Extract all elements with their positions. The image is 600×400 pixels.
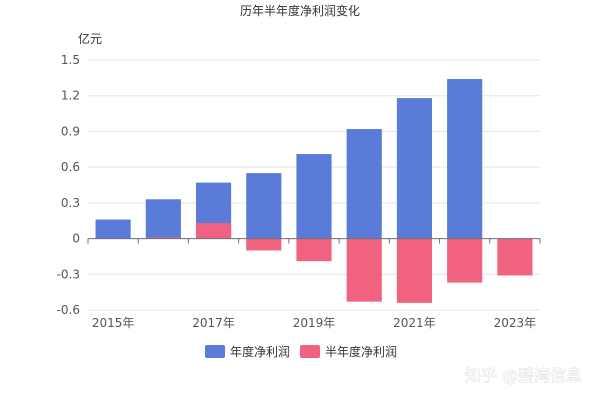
chart-title: 历年半年度净利润变化 — [240, 3, 360, 18]
half-year-profit-bar-2021年 — [396, 238, 433, 303]
annual-profit-bar-2018年 — [246, 173, 282, 239]
legend-swatch — [205, 345, 225, 358]
y-tick-label: 0 — [72, 232, 80, 246]
annual-profit-bar-2015年 — [95, 219, 131, 239]
annual-profit-bar-2022年 — [447, 79, 483, 239]
y-tick-label: -0.6 — [57, 303, 80, 317]
half-year-profit-bar-2017年 — [195, 223, 232, 239]
annual-profit-bar-2021年 — [396, 98, 433, 239]
annual-profit-bar-2020年 — [346, 129, 382, 239]
y-tick-label: 0.9 — [61, 124, 80, 138]
x-tick-label: 2015年 — [92, 316, 135, 330]
legend-item-half-year[interactable]: 半年度净利润 — [300, 344, 397, 359]
half-year-profit-bar-2016年 — [145, 237, 181, 239]
annual-profit-bar-2019年 — [296, 154, 332, 239]
x-tick-label: 2021年 — [393, 316, 436, 330]
x-tick-label: 2019年 — [293, 316, 336, 330]
y-tick-label: -0.3 — [57, 267, 80, 281]
bars — [95, 79, 533, 303]
half-year-profit-bar-2022年 — [447, 238, 483, 283]
half-year-profit-bar-2020年 — [346, 238, 382, 302]
y-axis-unit-label: 亿元 — [78, 31, 102, 46]
y-axis-ticks: -0.6 -0.3 0 0.3 0.6 0.9 1.2 1.5 — [57, 53, 80, 317]
x-tick-label: 2023年 — [494, 316, 537, 330]
x-tick-label: 2017年 — [192, 316, 235, 330]
x-axis-ticks: 2015年 2017年 2019年 2021年 2023年 — [92, 316, 536, 330]
watermark: 知乎 @碧湾信息 — [465, 366, 582, 385]
y-tick-label: 0.6 — [61, 160, 80, 174]
y-tick-label: 1.5 — [61, 53, 80, 67]
legend: 年度净利润 半年度净利润 — [205, 344, 397, 359]
half-year-profit-bar-2023年 — [497, 238, 533, 276]
legend-label: 年度净利润 — [230, 344, 290, 359]
x-axis — [87, 238, 541, 244]
legend-item-annual[interactable]: 年度净利润 — [205, 344, 290, 359]
annual-profit-bar-2016年 — [145, 199, 181, 239]
legend-label: 半年度净利润 — [325, 344, 397, 359]
y-tick-label: 1.2 — [61, 89, 80, 103]
half-year-profit-bar-2018年 — [246, 238, 282, 251]
legend-swatch — [300, 345, 320, 358]
y-tick-label: 0.3 — [61, 196, 80, 210]
half-year-profit-bar-2019年 — [296, 238, 332, 262]
